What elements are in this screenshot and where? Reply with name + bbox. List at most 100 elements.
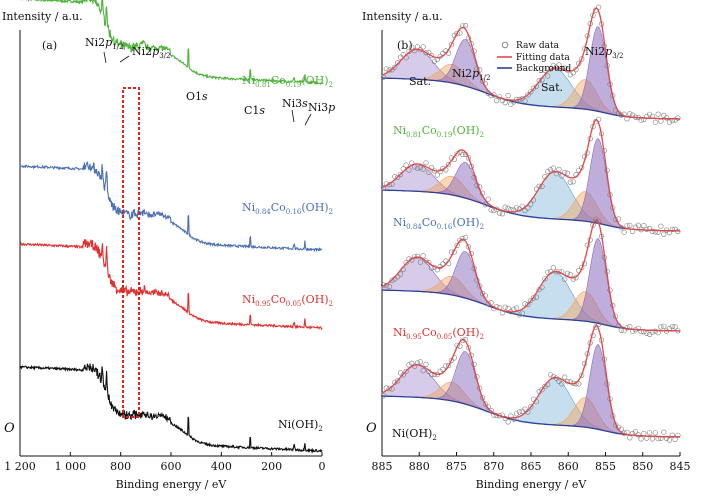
b-raw-point: [595, 321, 602, 327]
b-raw-point: [454, 242, 460, 248]
b-raw-point: [516, 312, 523, 318]
b-raw-point: [539, 387, 545, 393]
a-x-tick-label: 1 000: [55, 460, 87, 473]
b-raw-point: [652, 430, 658, 436]
b-raw-point: [525, 205, 531, 211]
b-raw-point: [530, 295, 537, 301]
b-raw-point: [397, 54, 404, 60]
b-raw-point: [621, 328, 627, 334]
b-raw-point: [663, 115, 670, 121]
b-raw-point: [446, 161, 452, 168]
b-raw-point: [460, 236, 466, 242]
b-raw-point: [463, 23, 469, 29]
b-raw-point: [632, 429, 639, 435]
b-raw-point: [417, 259, 423, 265]
b-raw-point: [480, 395, 486, 401]
a-x-tick-label: 400: [211, 460, 232, 473]
b-raw-point: [533, 83, 540, 89]
b-raw-point: [669, 432, 675, 438]
label-ni2p12-b: Ni2p1/2: [452, 67, 490, 82]
b-x-tick-label: 855: [595, 460, 616, 473]
b-raw-point: [423, 160, 429, 166]
b-raw-point: [505, 419, 511, 425]
b-x-tick-label: 875: [446, 460, 467, 473]
b-raw-point: [395, 378, 401, 384]
panel-b-x-ticks: 885 880 875 870 865 860 855 850 845: [372, 452, 691, 473]
legend-raw-label: Raw data: [516, 41, 560, 51]
label-sat-right: Sat.: [541, 81, 563, 94]
b-raw-point: [525, 301, 531, 308]
panel-a: Intensity / a.u. (a) O 1 200 1 000 800 600 4…: [2, 0, 335, 491]
label-ni2p12-a: Ni2p1/2: [85, 36, 123, 51]
b-raw-point: [618, 327, 624, 333]
b-raw-point: [562, 276, 568, 282]
panel-b-ylabel: Intensity / a.u.: [362, 10, 443, 23]
b-raw-point: [661, 323, 667, 329]
b-raw-point: [661, 429, 667, 435]
b-raw-point: [652, 119, 658, 125]
series-label-a-2: Ni0.84Co0.16(OH)2: [242, 201, 333, 216]
b-raw-point: [502, 415, 508, 422]
series-label-b-3: Ni0.95Co0.05(OH)2: [393, 326, 484, 341]
b-x-tick-label: 870: [483, 460, 504, 473]
b-raw-point: [392, 64, 398, 70]
b-raw-point: [658, 118, 664, 124]
b-x-tick-label: 880: [409, 460, 430, 473]
b-raw-point: [627, 435, 633, 441]
label-o1s-a: O1s: [186, 90, 208, 103]
b-raw-point: [666, 437, 673, 443]
ni3s-arrow: [291, 109, 295, 123]
panel-b-origin-label: O: [366, 421, 377, 436]
b-raw-point: [403, 260, 409, 266]
b-x-tick-label: 845: [670, 460, 691, 473]
b-raw-point: [400, 372, 406, 378]
b-raw-point: [545, 168, 551, 175]
series-label-b-2: Ni0.84Co0.16(OH)2: [393, 216, 484, 231]
b-raw-point: [675, 432, 681, 438]
b-raw-point: [485, 404, 491, 410]
b-raw-point: [672, 324, 678, 330]
b-fit-line: [381, 324, 681, 438]
b-raw-point: [423, 258, 429, 264]
b-raw-point: [488, 207, 494, 213]
b-raw-point: [465, 155, 472, 161]
b-raw-point: [448, 42, 455, 48]
b-raw-point: [397, 271, 404, 277]
panel-a-xlabel: Binding energy / eV: [116, 478, 228, 491]
b-raw-point: [556, 378, 562, 384]
panel-b-xlabel: Binding energy / eV: [476, 478, 588, 491]
b-raw-point: [513, 305, 520, 311]
b-raw-point: [406, 362, 412, 368]
label-ni3s-a: Ni3s: [282, 97, 308, 110]
b-raw-point: [641, 430, 647, 437]
b-raw-point: [494, 97, 500, 104]
b-raw-point: [542, 276, 548, 282]
a-x-tick-label: 600: [161, 460, 182, 473]
b-raw-point: [463, 234, 469, 240]
b-raw-point: [635, 432, 641, 438]
b-raw-point: [431, 58, 438, 64]
b-raw-point: [652, 229, 658, 235]
b-raw-point: [649, 436, 656, 442]
b-raw-point: [638, 436, 644, 442]
panel-a-highlight-box: [122, 87, 140, 418]
b-raw-point: [545, 73, 551, 79]
series-label-b-4: Ni(OH)2: [392, 427, 437, 442]
b-raw-point: [423, 361, 429, 368]
b-raw-point: [655, 111, 661, 117]
label-sat-left: Sat.: [409, 75, 431, 88]
b-raw-point: [485, 300, 491, 307]
b-raw-point: [675, 115, 681, 121]
b-raw-point: [457, 237, 463, 243]
b-raw-point: [570, 276, 576, 282]
b-raw-point: [414, 165, 421, 171]
b-raw-point: [672, 436, 678, 443]
b-raw-point: [658, 223, 664, 229]
a-x-tick-label: 800: [110, 460, 131, 473]
b-raw-point: [547, 167, 554, 173]
b-raw-point: [420, 368, 426, 374]
b-raw-point: [395, 174, 401, 180]
ni2p12-arrow: [103, 51, 107, 64]
b-fit-component: [381, 256, 681, 332]
series-label-b-1: Ni0.81Co0.19(OH)2: [393, 124, 484, 139]
